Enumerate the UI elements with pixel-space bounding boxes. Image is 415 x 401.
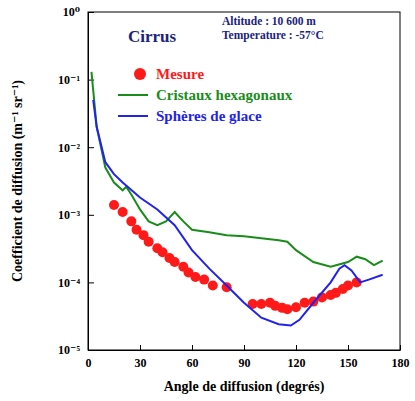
y-tick: 10⁻⁴ <box>58 276 94 290</box>
data-point <box>190 272 200 282</box>
y-tick-label: 10⁻² <box>58 141 80 155</box>
legend-marker <box>134 68 146 80</box>
x-tick: 30 <box>135 345 147 370</box>
x-axis-title: Angle de diffusion (degrés) <box>164 379 325 395</box>
title: Cirrus <box>128 27 177 46</box>
legend-line <box>118 115 148 117</box>
plot-frame <box>88 12 400 350</box>
x-tick: 60 <box>187 345 199 370</box>
x-tick: 150 <box>340 345 358 370</box>
data-point <box>291 302 301 312</box>
x-tick-mark <box>296 345 297 350</box>
y-tick: 10⁻¹ <box>58 73 94 87</box>
y-tick-label: 10⁻⁴ <box>58 276 80 290</box>
x-tick-label: 30 <box>135 356 147 370</box>
data-point <box>343 280 353 290</box>
y-tick-label: 10⁻¹ <box>58 73 80 87</box>
x-tick-mark <box>400 345 401 350</box>
data-point <box>144 237 154 247</box>
x-tick-label: 150 <box>340 356 358 370</box>
y-tick-mark <box>88 350 94 351</box>
data-point <box>170 257 180 267</box>
x-tick-mark <box>140 345 141 350</box>
y-tick-label: 10⁰ <box>63 5 80 19</box>
y-tick: 10⁻³ <box>58 208 94 222</box>
y-tick-mark <box>88 215 94 216</box>
data-point <box>118 207 128 217</box>
y-tick-mark <box>88 282 94 283</box>
x-tick-label: 180 <box>392 356 410 370</box>
data-point <box>256 299 266 309</box>
y-tick-mark <box>88 147 94 148</box>
x-tick: 90 <box>239 345 251 370</box>
y-tick: 10⁻⁵ <box>58 343 94 357</box>
legend-label: Mesure <box>156 66 204 82</box>
data-point <box>208 280 218 290</box>
y-tick-mark <box>88 12 94 13</box>
data-point <box>222 282 232 292</box>
y-tick: 10⁻² <box>58 141 94 155</box>
legend-line <box>118 94 148 96</box>
x-tick-label: 0 <box>86 356 92 370</box>
data-point <box>126 216 136 226</box>
y-axis: 10⁻⁵ 10⁻⁴ 10⁻³ 10⁻² 10⁻¹ 10⁰ <box>58 5 94 357</box>
legend: Mesure Cristaux hexagonaux Sphères de glac… <box>118 66 293 124</box>
x-axis-line <box>89 350 401 351</box>
series-line <box>93 100 382 326</box>
data-point <box>199 275 209 285</box>
data-point <box>109 200 119 210</box>
y-tick-label: 10⁻⁵ <box>58 343 80 357</box>
x-tick-mark <box>192 345 193 350</box>
series-line <box>91 72 382 267</box>
y-axis-line <box>88 13 89 351</box>
legend-label: Sphères de glace <box>156 108 262 124</box>
annotation: Temperature : -57°C <box>222 29 324 42</box>
x-tick-mark <box>244 345 245 350</box>
x-axis: 0 30 60 90 120 150 180 <box>86 345 410 370</box>
y-tick: 10⁰ <box>63 5 94 19</box>
x-tick-label: 90 <box>239 356 251 370</box>
chart: 0 30 60 90 120 150 180 10⁻⁵ 10⁻⁴ 10⁻³ 10⁻² 10⁻¹ 10⁰ C… <box>0 0 415 401</box>
legend-label: Cristaux hexagonaux <box>156 87 293 103</box>
x-tick: 120 <box>288 345 306 370</box>
x-tick-mark <box>348 345 349 350</box>
annotation: Altitude : 10 600 m <box>222 15 316 27</box>
plot-data <box>91 72 382 326</box>
x-tick: 180 <box>392 345 410 370</box>
data-point <box>300 298 310 308</box>
data-point <box>282 304 292 314</box>
scatter-series <box>109 200 362 314</box>
x-tick-label: 60 <box>187 356 199 370</box>
x-tick-label: 120 <box>288 356 306 370</box>
y-axis-title: Coefficient de diffusion (m⁻¹ sr⁻¹) <box>10 80 26 282</box>
y-tick-label: 10⁻³ <box>58 208 80 222</box>
